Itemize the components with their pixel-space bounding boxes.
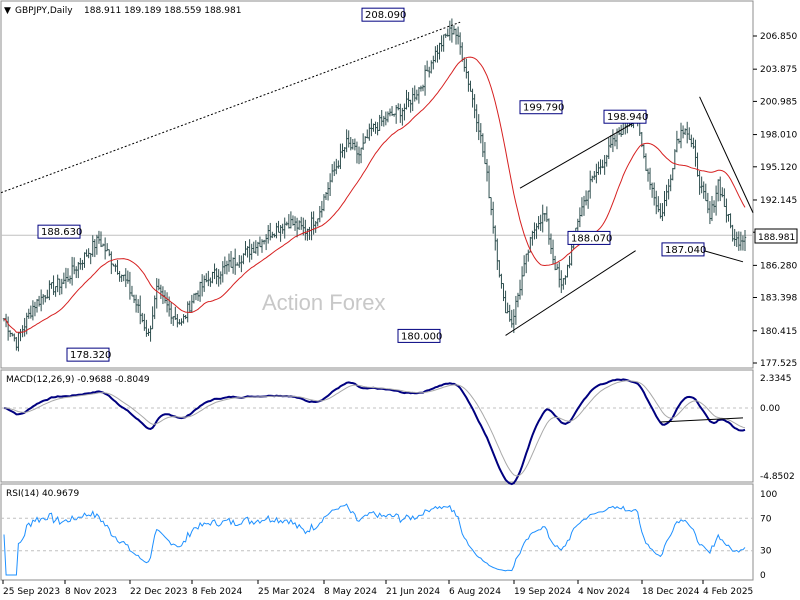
y-tick-label: 198.010 bbox=[760, 131, 797, 141]
annotation-label: 188.070 bbox=[571, 233, 612, 244]
x-tick-label: 18 Dec 2024 bbox=[642, 587, 700, 597]
rsi-indicator bbox=[3, 503, 746, 576]
x-tick-label: 4 Feb 2025 bbox=[703, 587, 753, 597]
annotation-label: 198.940 bbox=[607, 112, 648, 123]
macd-tick-label: 0.00 bbox=[760, 404, 780, 414]
annotation-box bbox=[37, 224, 81, 239]
channel-lower-line bbox=[505, 250, 636, 336]
trendlines bbox=[0, 21, 754, 336]
annotation-box bbox=[397, 328, 441, 343]
x-tick-label: 22 Dec 2023 bbox=[130, 587, 188, 597]
rsi-tick-label: 100 bbox=[760, 490, 777, 500]
rsi-tick-label: 70 bbox=[760, 514, 772, 524]
y-tick-label: 206.850 bbox=[760, 32, 797, 42]
downtrend-line bbox=[699, 96, 754, 213]
y-tick-label: 186.280 bbox=[760, 261, 797, 271]
y-tick-label: 203.875 bbox=[760, 65, 797, 75]
symbol-timeframe-icon: ▼ bbox=[4, 6, 11, 16]
macd-line bbox=[3, 378, 746, 486]
annotation-label: 187.040 bbox=[665, 245, 706, 256]
x-tick-label: 4 Nov 2024 bbox=[578, 587, 630, 597]
price-annotations: 208.090 199.790 198.940 188.630 188.070 187.0… bbox=[37, 7, 706, 362]
rsi-tick-label: 0 bbox=[760, 571, 766, 581]
current-price-tag bbox=[754, 228, 798, 244]
rsi-tick-label: 30 bbox=[760, 547, 772, 557]
macd-panel-frame bbox=[0, 369, 754, 483]
x-tick-label: 6 Aug 2024 bbox=[449, 587, 501, 597]
x-tick-label: 21 Jun 2024 bbox=[386, 587, 440, 597]
rsi-panel-frame bbox=[0, 483, 754, 581]
moving-average-line bbox=[3, 56, 746, 333]
annotation-box bbox=[661, 242, 705, 257]
y-tick-label: 192.145 bbox=[760, 196, 797, 206]
current-price-value: 188.981 bbox=[758, 233, 795, 243]
macd-tick-label: 2.3345 bbox=[760, 374, 792, 384]
y-tick-label: 195.120 bbox=[760, 163, 797, 173]
macd-indicator bbox=[3, 378, 746, 486]
x-tick-label: 8 May 2024 bbox=[324, 587, 377, 597]
watermark: Action Forex bbox=[262, 290, 386, 315]
y-tick-label: 200.985 bbox=[760, 97, 797, 107]
x-tick-label: 25 Sep 2023 bbox=[3, 587, 60, 597]
moving-average bbox=[3, 56, 746, 333]
x-axis-ticks: 25 Sep 2023 8 Nov 2023 22 Dec 2023 8 Feb 20… bbox=[2, 580, 753, 597]
x-tick-label: 8 Feb 2024 bbox=[192, 587, 243, 597]
macd-tick-label: -4.8502 bbox=[760, 472, 795, 482]
annotation-label: 188.630 bbox=[41, 227, 82, 238]
annotation-box bbox=[361, 7, 405, 22]
y-tick-label: 180.415 bbox=[760, 327, 797, 337]
annotation-label: 208.090 bbox=[365, 10, 406, 21]
annotation-box bbox=[567, 230, 611, 245]
ohlc-values: 188.911 189.189 188.559 188.981 bbox=[84, 6, 241, 16]
macd-title: MACD(12,26,9) -0.9688 -0.8049 bbox=[6, 375, 150, 385]
x-tick-label: 25 Mar 2024 bbox=[258, 587, 315, 597]
rsi-line bbox=[3, 503, 746, 576]
annotation-label: 199.790 bbox=[523, 103, 564, 114]
annotation-label: 178.320 bbox=[70, 350, 111, 361]
annotation-box bbox=[603, 109, 647, 124]
grid-levels bbox=[1, 234, 753, 552]
price-panel-frame bbox=[0, 0, 754, 369]
rsi-title: RSI(14) 40.9679 bbox=[6, 489, 79, 499]
x-tick-label: 8 Nov 2023 bbox=[65, 587, 117, 597]
annotation-box bbox=[519, 100, 563, 115]
y-tick-label: 183.398 bbox=[760, 294, 797, 304]
y-axis-ticks: 206.850 203.875 200.985 198.010 195.120 192.1… bbox=[753, 32, 797, 581]
annotation-box bbox=[66, 347, 110, 362]
symbol-timeframe: GBPJPY,Daily bbox=[15, 6, 73, 16]
dotted-trendline bbox=[0, 21, 461, 194]
annotation-label: 180.000 bbox=[401, 331, 442, 342]
x-tick-label: 19 Sep 2024 bbox=[514, 587, 571, 597]
channel-upper-line bbox=[519, 114, 649, 189]
macd-signal-line bbox=[3, 380, 746, 477]
y-tick-label: 177.525 bbox=[760, 359, 797, 369]
macd-trendline bbox=[660, 417, 744, 423]
